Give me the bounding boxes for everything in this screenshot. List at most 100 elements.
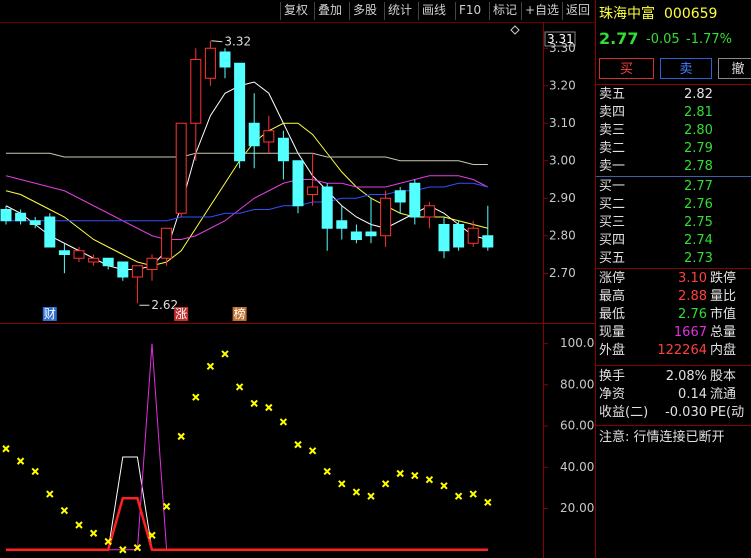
book-label: 卖三	[599, 122, 625, 140]
indicator-point	[397, 470, 403, 476]
indicator-point	[266, 405, 272, 411]
indicator-point	[76, 522, 82, 528]
notice: 注意: 行情连接已断开	[599, 429, 725, 447]
candle-body	[132, 266, 142, 277]
stat-label: 总量	[710, 324, 736, 342]
indicator-point	[339, 481, 345, 487]
candle-body	[410, 183, 420, 217]
stat-label: 跌停	[710, 270, 736, 288]
toolbar-button[interactable]: 画线	[422, 1, 446, 19]
stat-label: 流通	[710, 386, 736, 404]
toolbar-separator	[314, 2, 315, 20]
candle-body	[308, 187, 318, 195]
candle-body	[89, 258, 99, 262]
stat-label: 外盘	[599, 342, 625, 360]
toolbar-button[interactable]: 标记	[493, 1, 517, 19]
trade-button[interactable]: 撤	[718, 58, 751, 79]
indicator-point	[61, 508, 67, 514]
indicator-point	[353, 489, 359, 495]
stat-label: 股本	[710, 368, 736, 386]
indicator-point	[426, 477, 432, 483]
book-price: 2.79	[684, 140, 713, 158]
indicator-point	[295, 442, 301, 448]
toolbar-button[interactable]: 多股	[353, 1, 377, 19]
candle-body	[337, 221, 347, 229]
book-label: 买三	[599, 214, 625, 232]
stat-value: 3.10	[678, 270, 707, 288]
indicator-point	[193, 394, 199, 400]
candle-body	[45, 217, 55, 247]
y-tick-label: 3.00	[549, 153, 576, 167]
indicator-point	[47, 491, 53, 497]
stat-label: PE(动	[710, 404, 744, 422]
stat-value: 2.08%	[666, 368, 707, 386]
indicator-point	[368, 493, 374, 499]
candle-body	[162, 228, 172, 258]
book-label: 卖五	[599, 86, 625, 104]
stat-label: 净资	[599, 386, 625, 404]
toolbar-separator	[489, 2, 490, 20]
candle-body	[468, 228, 478, 243]
diamond-icon[interactable]	[511, 26, 519, 34]
toolbar-button[interactable]: 返回	[566, 1, 590, 19]
candle-body	[483, 236, 493, 247]
candle-body	[264, 131, 274, 142]
price-change: -0.05	[646, 31, 680, 49]
stat-label: 收益(二)	[599, 404, 648, 422]
chart-area: 3.31 3.303.203.103.002.902.802.703.322.6…	[0, 0, 595, 558]
candle-body	[103, 258, 113, 266]
toolbar-button[interactable]: F10	[459, 1, 481, 19]
book-price: 2.78	[684, 158, 713, 176]
book-price: 2.77	[684, 178, 713, 196]
toolbar-button[interactable]: 复权	[284, 1, 308, 19]
candle-body	[395, 191, 405, 202]
candle-body	[59, 251, 69, 255]
y-tick-label: 3.10	[549, 116, 576, 130]
y-tick-label: 40.00	[560, 460, 594, 474]
book-price: 2.80	[684, 122, 713, 140]
stat-label: 最高	[599, 288, 625, 306]
candle-body	[381, 198, 391, 236]
toolbar-separator	[384, 2, 385, 20]
book-price: 2.75	[684, 214, 713, 232]
stat-label: 现量	[599, 324, 625, 342]
quote-panel: 珠海中富0006592.77-0.05-1.77%买卖撤卖五2.82卖四2.81…	[595, 0, 751, 558]
candle-body	[220, 52, 230, 67]
y-tick-label: 2.80	[549, 228, 576, 242]
indicator-line	[6, 457, 488, 550]
candle-body	[366, 232, 376, 236]
candle-body	[74, 251, 84, 259]
moving-average	[6, 153, 488, 164]
last-price: 2.77	[599, 30, 638, 48]
toolbar-button[interactable]: 统计	[388, 1, 412, 19]
candle-body	[322, 187, 332, 228]
candle-body	[454, 225, 464, 248]
y-tick-label: 3.30	[549, 41, 576, 55]
marker: 涨	[175, 306, 187, 321]
stat-value: 0.14	[678, 386, 707, 404]
candle-body	[16, 213, 26, 221]
toolbar-button[interactable]: 叠加	[318, 1, 342, 19]
toolbar-separator	[418, 2, 419, 20]
low-annotation: 2.62	[151, 298, 178, 312]
book-label: 买一	[599, 178, 625, 196]
trade-button[interactable]: 卖	[660, 58, 712, 79]
indicator-point	[207, 363, 213, 369]
indicator-point	[485, 499, 491, 505]
indicator-point	[18, 458, 24, 464]
stat-label: 涨停	[599, 270, 625, 288]
candle-body	[235, 63, 245, 161]
trade-button[interactable]: 买	[599, 58, 654, 79]
book-price: 2.76	[684, 196, 713, 214]
y-tick-label: 3.20	[549, 78, 576, 92]
y-tick-label: 20.00	[560, 501, 594, 515]
stat-value: 2.76	[678, 306, 707, 324]
separator	[596, 425, 751, 426]
book-price: 2.73	[684, 250, 713, 268]
toolbar-button[interactable]: +自选	[525, 1, 559, 19]
book-label: 卖四	[599, 104, 625, 122]
candle-body	[147, 258, 157, 269]
stat-value: 122264	[657, 342, 707, 360]
toolbar-separator	[521, 2, 522, 20]
change-percent: -1.77%	[686, 31, 732, 49]
